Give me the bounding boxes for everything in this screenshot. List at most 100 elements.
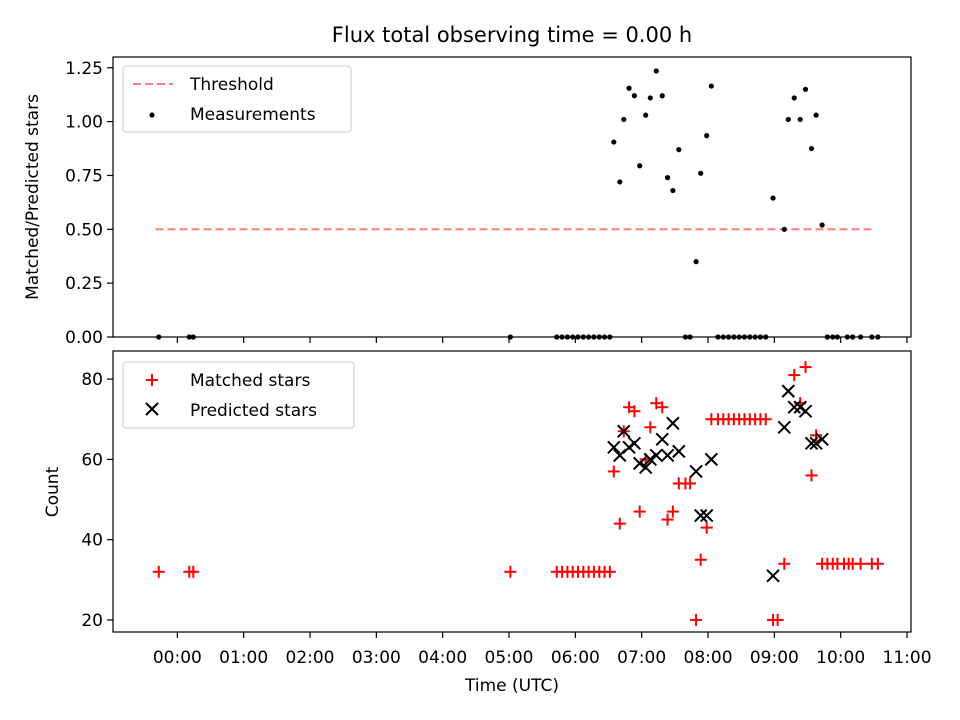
matched-stars-point <box>871 557 884 570</box>
measurements-point <box>693 259 699 265</box>
predicted-stars-point <box>632 456 647 471</box>
measurements-point <box>698 170 704 176</box>
matched-stars-legend-label: Matched stars <box>190 371 310 391</box>
x-tick-label: 10:00 <box>816 648 865 668</box>
measurements-point <box>813 112 819 118</box>
measurements-point <box>626 85 632 91</box>
y-tick-label: 80 <box>81 370 103 390</box>
x-axis-label: Time (UTC) <box>464 676 559 696</box>
predicted-stars-legend-label: Predicted stars <box>190 401 317 421</box>
predicted-stars-point <box>804 436 819 451</box>
predicted-stars-point <box>638 460 653 475</box>
measurements-point <box>797 116 803 123</box>
matched-stars-point <box>854 557 867 570</box>
measurements-point <box>708 83 714 89</box>
matched-stars-point <box>778 557 791 570</box>
y-tick-label: 0.75 <box>65 166 103 186</box>
predicted-stars-point <box>689 464 703 479</box>
matched-stars-point <box>690 613 703 626</box>
matched-stars-point <box>628 405 641 418</box>
matched-stars-point <box>187 565 200 578</box>
matched-stars-legend-marker <box>146 374 158 386</box>
predicted-stars-point <box>666 416 680 430</box>
measurements-point <box>781 226 787 232</box>
measurements-point <box>611 139 617 145</box>
y-tick-label: 1.00 <box>65 113 103 133</box>
matched-stars-series <box>152 361 884 626</box>
y-tick-label: 1.25 <box>65 59 103 79</box>
predicted-stars-point <box>660 448 675 463</box>
measurements-point <box>637 163 643 169</box>
x-tick-label: 02:00 <box>286 648 335 668</box>
y-tick-label: 40 <box>81 531 103 551</box>
y-tick-label: 60 <box>81 450 103 470</box>
matched-stars-point <box>504 565 517 578</box>
predicted-stars-point <box>787 400 801 414</box>
predicted-stars-point <box>798 404 813 418</box>
x-tick-label: 09:00 <box>750 648 799 668</box>
x-tick-label: 07:00 <box>617 648 666 668</box>
threshold-legend-label: Threshold <box>189 75 274 95</box>
flux-ratio-legend: Threshold Measurements <box>122 65 352 133</box>
matched-stars-point <box>152 565 165 578</box>
matched-stars-point <box>633 505 646 518</box>
measurements-legend-marker <box>149 112 155 118</box>
predicted-stars-point <box>781 384 795 398</box>
matched-stars-point <box>694 553 707 566</box>
matched-stars-point <box>759 413 772 426</box>
measurements-point <box>802 86 809 92</box>
flux-ratio-y-label: Matched/Predicted stars <box>23 94 43 300</box>
predicted-stars-point <box>766 569 780 583</box>
measurements-point <box>631 93 637 99</box>
matched-stars-point <box>666 505 679 518</box>
predicted-stars-point <box>777 420 792 434</box>
predicted-stars-point <box>617 424 631 438</box>
measurements-point <box>621 116 627 123</box>
predicted-stars-point <box>809 436 823 451</box>
measurements-point <box>704 133 710 139</box>
star-count-panel: 20 40 60 80 00:00 01:00 02:00 03:00 04:00 05:00 06… <box>43 350 932 696</box>
x-tick-label: 03:00 <box>352 648 401 668</box>
matched-stars-point <box>788 369 801 382</box>
predicted-stars-legend-marker <box>145 402 159 416</box>
measurements-point <box>643 112 649 118</box>
measurements-legend-label: Measurements <box>190 105 316 125</box>
star-count-axes-frame <box>112 350 912 633</box>
x-tick-label: 11:00 <box>883 648 932 668</box>
matched-stars-point <box>644 421 657 434</box>
chart-title: Flux total observing time = 0.00 h <box>332 23 692 47</box>
measurements-point <box>770 195 776 201</box>
measurements-point <box>653 68 659 74</box>
y-tick-label: 0.50 <box>65 220 103 240</box>
predicted-stars-point <box>627 436 642 451</box>
matched-stars-point <box>613 517 626 530</box>
predicted-stars-point <box>607 440 621 455</box>
x-tick-label: 08:00 <box>684 648 733 668</box>
matched-stars-point <box>684 477 697 490</box>
matched-stars-point <box>805 469 818 482</box>
measurements-point <box>647 95 653 101</box>
y-tick-label: 0.00 <box>65 328 103 348</box>
y-tick-label: 20 <box>81 611 103 631</box>
predicted-stars-series <box>607 384 829 583</box>
x-tick-label: 06:00 <box>551 648 600 668</box>
legend-box <box>122 361 355 429</box>
predicted-stars-point <box>649 448 663 463</box>
star-count-y-label: Count <box>43 466 63 517</box>
matched-stars-point <box>607 465 620 478</box>
x-tick-label: 05:00 <box>485 648 534 668</box>
star-count-legend: Matched stars Predicted stars <box>122 361 355 429</box>
predicted-stars-point <box>694 508 708 523</box>
measurements-point <box>791 95 797 101</box>
predicted-stars-point <box>699 508 714 523</box>
matched-stars-point <box>661 513 674 526</box>
predicted-stars-point <box>815 432 829 447</box>
matched-stars-point <box>771 613 784 626</box>
flux-ratio-axes-frame <box>112 56 912 338</box>
predicted-stars-point <box>643 452 658 467</box>
y-tick-label: 0.25 <box>65 274 103 294</box>
matched-stars-point <box>700 521 713 534</box>
measurements-point <box>819 222 825 228</box>
legend-box <box>122 65 352 133</box>
